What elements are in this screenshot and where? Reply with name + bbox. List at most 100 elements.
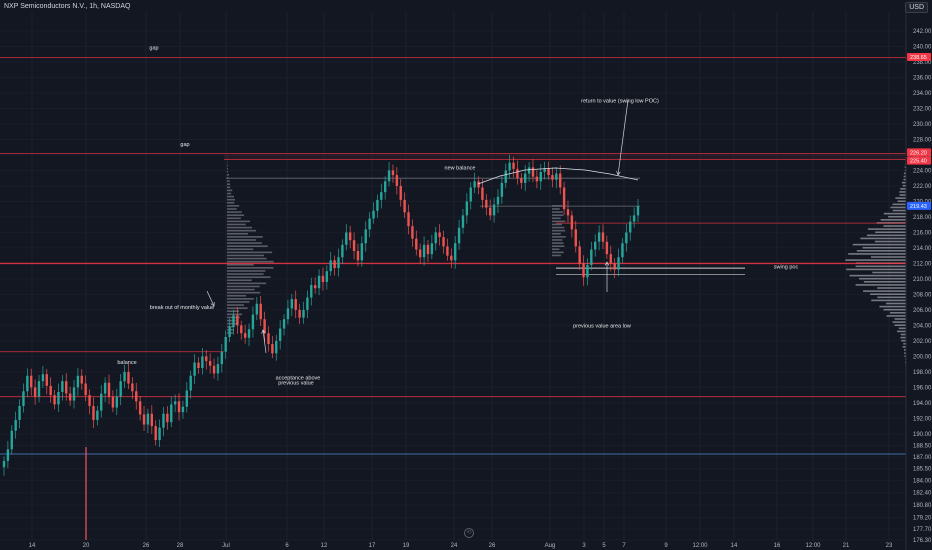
candle-body xyxy=(193,362,196,376)
annotation-label: previous value xyxy=(278,381,313,387)
price-tick-label: 182.40 xyxy=(913,491,932,497)
profile-bar xyxy=(903,349,906,351)
price-tick-label: 216.00 xyxy=(913,230,932,236)
profile-bar xyxy=(895,197,906,199)
candle-body xyxy=(570,215,574,230)
profile-bar xyxy=(885,302,906,305)
price-tick-label: 206.00 xyxy=(913,308,932,314)
candle-body xyxy=(240,325,243,334)
candle-body xyxy=(177,401,181,413)
chart-title: NXP Semiconductors N.V., 1h, NASDAQ xyxy=(4,3,131,10)
annotation-label: acceptance above xyxy=(276,375,321,381)
price-tick-label: 196.00 xyxy=(913,385,932,391)
price-tick-label: 214.00 xyxy=(913,246,932,252)
candle-body xyxy=(356,251,360,261)
candle-body xyxy=(527,167,531,174)
profile-bar xyxy=(227,298,254,300)
price-tick-label: 185.50 xyxy=(913,467,932,473)
candle-body xyxy=(422,244,426,258)
candle-body xyxy=(492,204,496,216)
candle-body xyxy=(30,375,33,388)
candle-body xyxy=(138,401,142,415)
candle-body xyxy=(473,181,476,188)
arrow-head xyxy=(261,329,266,334)
profile-bar xyxy=(900,336,906,339)
price-tick-label: 188.50 xyxy=(913,443,932,449)
candle-body xyxy=(271,343,274,354)
candle-body xyxy=(236,315,239,326)
candle-body xyxy=(154,426,157,441)
profile-bar xyxy=(552,220,566,223)
candle-body xyxy=(259,303,262,320)
candle-body xyxy=(415,238,418,250)
price-tick-label: 177.70 xyxy=(913,527,932,533)
profile-bar xyxy=(227,251,273,254)
profile-bar xyxy=(901,181,906,184)
candle-body xyxy=(158,427,161,441)
candle-body xyxy=(263,319,266,334)
profile-bar xyxy=(552,217,561,220)
candle-body xyxy=(434,232,437,244)
profile-bar xyxy=(227,301,250,303)
price-axis[interactable]: 242.00 240.00 238.00 236.00 234.00 232.00 230.… xyxy=(905,12,932,550)
candle-body xyxy=(205,356,208,362)
profile-bar xyxy=(227,325,234,328)
profile-bar xyxy=(227,174,229,176)
time-tick-label: 28 xyxy=(177,543,184,549)
candle-body xyxy=(61,381,64,393)
price-tick-label: 190.00 xyxy=(913,432,932,438)
candle-body xyxy=(496,196,500,205)
price-tick-label: 228.00 xyxy=(913,137,932,143)
candle-body xyxy=(407,212,410,227)
scroll-to-realtime-icon[interactable]: ⟲ xyxy=(464,528,474,538)
annotation-arrow xyxy=(206,290,215,307)
candle-body xyxy=(594,241,597,250)
candle-body xyxy=(10,430,13,450)
candle-body xyxy=(325,271,329,283)
time-axis[interactable]: 14 20 26 28 Jul 6 12 17 19 24 26 Aug 3 5 7 9 12:00 14 16 12… xyxy=(29,543,893,549)
candle-body xyxy=(243,333,247,338)
profile-bar xyxy=(227,294,247,297)
candle-body xyxy=(290,299,294,309)
annotation-label: balance xyxy=(117,360,136,366)
candle-body xyxy=(426,244,430,255)
profile-bar xyxy=(904,355,906,357)
currency-button[interactable]: USD xyxy=(905,2,928,13)
candle-body xyxy=(150,413,154,427)
profile-bar xyxy=(227,239,257,241)
profile-bar xyxy=(866,234,906,237)
profile-bar xyxy=(227,189,233,192)
candle-body xyxy=(399,185,402,200)
annotation-arrow xyxy=(262,329,267,354)
candle-body xyxy=(559,173,562,188)
price-tag-label: 219.43 xyxy=(910,204,927,210)
candle-body xyxy=(68,393,72,401)
candle-body xyxy=(310,285,313,298)
profile-bar xyxy=(227,276,271,278)
candle-body xyxy=(380,192,383,200)
candle-body xyxy=(368,218,371,230)
profile-bar xyxy=(227,236,263,238)
candle-body xyxy=(103,382,107,394)
profile-bar xyxy=(227,171,229,173)
profile-bar xyxy=(886,315,906,317)
profile-bar xyxy=(894,324,906,326)
candle-body xyxy=(278,328,282,341)
candle-body xyxy=(403,199,406,213)
profile-bar xyxy=(879,305,906,308)
candle-body xyxy=(76,375,80,388)
candle-body xyxy=(605,241,609,255)
profile-bar xyxy=(852,243,906,246)
candle-body xyxy=(562,187,566,210)
candle-body xyxy=(418,249,422,258)
time-tick-label: Jul xyxy=(222,543,230,549)
profile-bar xyxy=(227,217,241,220)
candle-body xyxy=(216,364,220,374)
time-tick-label: 9 xyxy=(664,543,668,549)
profile-bar xyxy=(227,205,240,207)
candle-body xyxy=(267,333,270,344)
profile-bar xyxy=(227,282,267,285)
candle-body xyxy=(524,173,527,183)
